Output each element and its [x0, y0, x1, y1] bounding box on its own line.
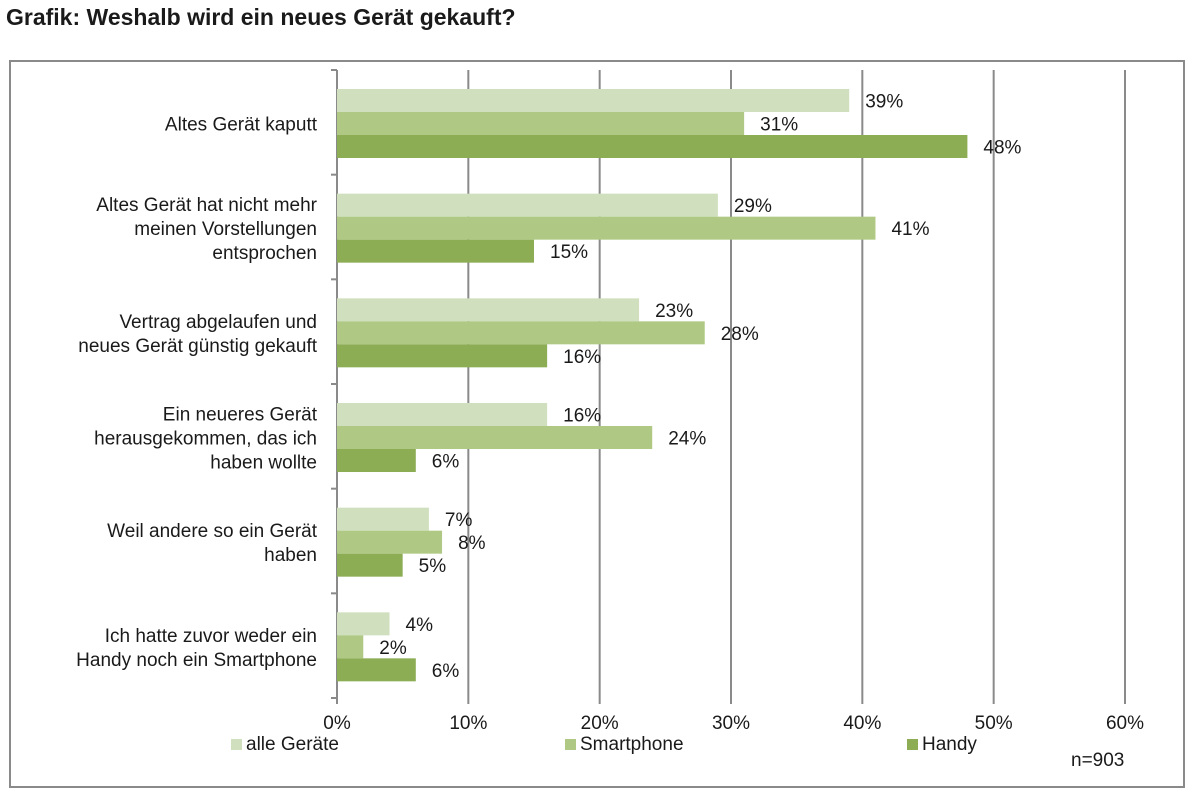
category-label-3: Vertrag abgelaufen und neues Gerät günsti… [78, 312, 317, 357]
bar-1-2 [337, 193, 718, 217]
category-label-line: herausgekommen, das ich [94, 429, 317, 450]
bar-chart: 39% 31% 48% 29% 41% 15% 23% 28% 16% 16% 24% 6% 7%8% 5… [76, 69, 1144, 771]
value-label-2-6: 2% [379, 638, 407, 659]
category-label-line: Altes Gerät hat nicht mehr [96, 195, 317, 216]
value-label-2-4: 24% [668, 429, 706, 450]
category-label-line: neues Gerät günstig gekauft [78, 336, 317, 357]
value-label-3-2: 15% [550, 242, 588, 263]
chart-frame: 39% 31% 48% 29% 41% 15% 23% 28% 16% 16% 24% 6% 7% 8% 5… [9, 60, 1185, 788]
x-tick-label-60: 60% [1106, 713, 1144, 734]
bar-2-6 [337, 635, 364, 659]
category-label-line: Vertrag abgelaufen und [119, 312, 317, 333]
grid-layer [331, 69, 1126, 704]
value-label-3-4: 6% [432, 452, 460, 473]
bar-3-2 [337, 239, 534, 263]
value-label-1-5: 7% [445, 510, 473, 531]
value-label-2-2: 41% [891, 219, 929, 240]
legend-swatch-2 [565, 739, 576, 750]
bar-1-3 [337, 298, 640, 322]
legend-label-1: alle Geräte [246, 734, 339, 755]
category-label-6: Ich hatte zuvor weder ein Handy noch ein … [76, 626, 317, 671]
value-label-1-3: 23% [655, 301, 693, 322]
x-tick-label-40: 40% [843, 713, 881, 734]
value-label-2-1: 31% [760, 115, 798, 136]
category-label-line: haben [264, 545, 317, 566]
bar-3-1 [337, 135, 968, 158]
category-label-4: Ein neueres Gerät herausgekommen, das ich… [94, 405, 318, 474]
bar-3-5 [337, 553, 403, 577]
bar-3-4 [337, 449, 416, 472]
bar-2-5 [337, 530, 443, 554]
value-label-3-5: 5% [419, 556, 447, 577]
category-label-line: Handy noch ein Smartphone [76, 650, 317, 671]
x-tick-layer: 0% 10% 20% 30% 40% 50% 60% [323, 713, 1144, 734]
value-label-1-2: 29% [734, 196, 772, 217]
category-label-line: haben wollte [210, 453, 317, 474]
legend: alle Geräte Smartphone Handy [231, 734, 977, 755]
x-tick-label-0: 0% [323, 713, 351, 734]
value-label-2-3: 28% [721, 324, 759, 345]
value-label-3-3: 16% [563, 347, 601, 368]
legend-label-2: Smartphone [580, 734, 684, 755]
category-label-line: Ein neueres Gerät [163, 405, 318, 426]
value-label-2-5: 8% [458, 533, 486, 554]
bar-3-3 [337, 344, 548, 368]
category-label-line: Ich hatte zuvor weder ein [105, 626, 317, 647]
bar-2-2 [337, 216, 876, 240]
value-label-3-6: 6% [432, 661, 460, 682]
value-label-1-1: 39% [865, 92, 903, 113]
x-tick-label-10: 10% [449, 713, 487, 734]
legend-label-3: Handy [922, 734, 977, 755]
category-label-line: Weil andere so ein Gerät [107, 521, 318, 542]
category-label-layer: Altes Gerät kaputt Altes Gerät hat nicht … [76, 115, 318, 671]
x-tick-label-30: 30% [712, 713, 750, 734]
legend-swatch-1 [231, 739, 242, 750]
bar-1-5 [337, 507, 429, 531]
category-label-line: meinen Vorstellungen [134, 219, 317, 240]
category-label-1: Altes Gerät kaputt [165, 115, 318, 136]
sample-size-note: n=903 [1071, 750, 1124, 771]
category-label-line: Altes Gerät kaputt [165, 115, 318, 136]
bar-1-4 [337, 403, 548, 426]
bar-2-4 [337, 426, 653, 449]
page-title: Grafik: Weshalb wird ein neues Gerät gek… [6, 4, 516, 30]
x-tick-label-50: 50% [975, 713, 1013, 734]
legend-swatch-3 [907, 739, 918, 750]
bar-2-1 [337, 112, 745, 135]
category-label-line: entsprochen [212, 243, 317, 264]
category-label-5: Weil andere so ein Gerät haben [107, 521, 318, 566]
x-tick-label-20: 20% [581, 713, 619, 734]
value-label-3-1: 48% [983, 138, 1021, 159]
bar-3-6 [337, 658, 416, 682]
bar-1-6 [337, 612, 390, 636]
value-label-1-4: 16% [563, 406, 601, 427]
category-label-2: Altes Gerät hat nicht mehr meinen Vorstel… [96, 195, 317, 264]
bar-2-3 [337, 321, 705, 345]
bar-layer: 39% 31% 48% 29% 41% 15% 23% 28% 16% 16% 24% 6% 7%8% 5… [337, 89, 1022, 682]
bar-1-1 [337, 89, 850, 112]
value-label-1-6: 4% [406, 615, 434, 636]
